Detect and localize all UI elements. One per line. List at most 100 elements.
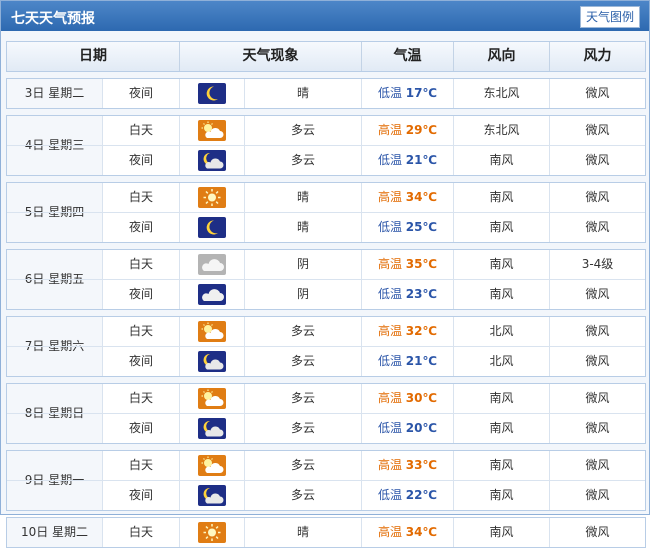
table-row: 白天晴高温 34℃ 南风 微风 bbox=[7, 183, 645, 212]
icon-cell bbox=[180, 213, 245, 242]
wind-force: 微风 bbox=[585, 220, 610, 234]
temp-label: 高温 bbox=[377, 257, 402, 271]
weather-text: 多云 bbox=[245, 451, 362, 480]
temp-label: 高温 bbox=[377, 123, 402, 137]
wind-force: 微风 bbox=[585, 391, 610, 405]
temperature: 低温 17℃ bbox=[362, 79, 454, 108]
temperature: 低温 25℃ bbox=[362, 213, 454, 242]
temp-label: 高温 bbox=[377, 324, 402, 338]
overcast-icon bbox=[198, 254, 226, 275]
wind-force: 微风 bbox=[585, 287, 610, 301]
wind-direction: 南风 bbox=[454, 414, 550, 443]
temp-label: 低温 bbox=[377, 220, 402, 234]
period: 夜间 bbox=[103, 213, 180, 242]
temp-value: 29℃ bbox=[405, 123, 438, 137]
table-row: 白天 多云 高温 33℃ 南风 微风 bbox=[7, 451, 645, 480]
temp-label: 低温 bbox=[377, 287, 402, 301]
table-header: 日期 天气现象 气温 风向 风力 bbox=[6, 41, 646, 72]
wind-direction: 东北风 bbox=[454, 116, 550, 145]
temp-value: 17℃ bbox=[405, 86, 438, 100]
icon-cell bbox=[180, 518, 245, 547]
temperature: 高温 34℃ bbox=[362, 518, 454, 547]
header-weather: 天气现象 bbox=[180, 42, 362, 71]
weather-text: 晴 bbox=[245, 183, 362, 212]
wind-direction: 南风 bbox=[454, 518, 550, 547]
wind-direction: 南风 bbox=[454, 146, 550, 175]
period: 夜间 bbox=[103, 347, 180, 376]
header-wind-direction: 风向 bbox=[454, 42, 550, 71]
table-row: 夜间晴低温 25℃ 南风 微风 bbox=[7, 212, 645, 242]
icon-cell bbox=[180, 250, 245, 279]
temperature: 高温 32℃ bbox=[362, 317, 454, 346]
icon-cell bbox=[180, 384, 245, 413]
sun-icon bbox=[198, 187, 226, 208]
partly-cloudy-night-icon bbox=[198, 351, 226, 372]
weather-text: 多云 bbox=[245, 146, 362, 175]
table-row: 夜间阴低温 23℃ 南风 微风 bbox=[7, 279, 645, 309]
temp-label: 低温 bbox=[377, 153, 402, 167]
temp-value: 32℃ bbox=[405, 324, 438, 338]
wind-force: 微风 bbox=[585, 525, 610, 539]
table-row: 夜间 多云 低温 20℃ 南风 微风 bbox=[7, 413, 645, 443]
weather-legend-button[interactable]: 天气图例 bbox=[579, 6, 640, 28]
partly-cloudy-night-icon bbox=[198, 418, 226, 439]
partly-cloudy-day-icon bbox=[198, 388, 226, 409]
partly-cloudy-day-icon bbox=[198, 120, 226, 141]
period: 夜间 bbox=[103, 414, 180, 443]
temperature: 高温 33℃ bbox=[362, 451, 454, 480]
period: 白天 bbox=[103, 518, 180, 547]
temp-value: 34℃ bbox=[405, 525, 438, 539]
moon-icon bbox=[198, 217, 226, 238]
weather-text: 阴 bbox=[245, 250, 362, 279]
wind-direction: 北风 bbox=[454, 347, 550, 376]
weather-text: 阴 bbox=[245, 280, 362, 309]
day-block: 7日 星期六 白天 多云 高温 32℃ 北风 微风 夜间 多云 低温 21℃ 北风 微风 bbox=[6, 316, 646, 377]
day-block: 3日 星期二 夜间晴低温 17℃ 东北风 微风 bbox=[6, 78, 646, 109]
weather-text: 晴 bbox=[245, 518, 362, 547]
table-row: 白天 多云 高温 32℃ 北风 微风 bbox=[7, 317, 645, 346]
wind-force: 微风 bbox=[585, 354, 610, 368]
forecast-table: 日期 天气现象 气温 风向 风力 3日 星期二 夜间晴低温 17℃ 东北风 微风 4日 … bbox=[6, 41, 646, 548]
period: 夜间 bbox=[103, 280, 180, 309]
table-row: 夜间 多云 低温 22℃ 南风 微风 bbox=[7, 480, 645, 510]
icon-cell bbox=[180, 317, 245, 346]
temp-value: 21℃ bbox=[405, 153, 438, 167]
wind-force: 微风 bbox=[585, 488, 610, 502]
temperature: 高温 34℃ bbox=[362, 183, 454, 212]
period: 白天 bbox=[103, 317, 180, 346]
temperature: 高温 35℃ bbox=[362, 250, 454, 279]
icon-cell bbox=[180, 347, 245, 376]
weather-text: 多云 bbox=[245, 347, 362, 376]
day-date: 3日 星期二 bbox=[7, 79, 103, 108]
wind-direction: 南风 bbox=[454, 481, 550, 510]
icon-cell bbox=[180, 116, 245, 145]
wind-force: 3-4级 bbox=[581, 257, 614, 271]
temperature: 低温 21℃ bbox=[362, 146, 454, 175]
temp-value: 23℃ bbox=[405, 287, 438, 301]
temp-label: 低温 bbox=[377, 354, 402, 368]
temperature: 高温 30℃ bbox=[362, 384, 454, 413]
period: 白天 bbox=[103, 250, 180, 279]
temp-value: 34℃ bbox=[405, 190, 438, 204]
icon-cell bbox=[180, 451, 245, 480]
period: 夜间 bbox=[103, 79, 180, 108]
panel-title: 七天天气预报 bbox=[11, 11, 95, 27]
sun-icon bbox=[198, 522, 226, 543]
temperature: 低温 22℃ bbox=[362, 481, 454, 510]
icon-cell bbox=[180, 146, 245, 175]
day-block: 6日 星期五 白天阴高温 35℃ 南风 3-4级 夜间阴低温 23℃ 南风 微风 bbox=[6, 249, 646, 310]
temp-value: 30℃ bbox=[405, 391, 438, 405]
icon-cell bbox=[180, 280, 245, 309]
table-row: 白天 晴高温 34℃ 南风 微风 bbox=[7, 518, 645, 547]
overcast-night-icon bbox=[198, 284, 226, 305]
period: 夜间 bbox=[103, 481, 180, 510]
table-row: 夜间 多云 低温 21℃ 南风 微风 bbox=[7, 145, 645, 175]
temperature: 低温 21℃ bbox=[362, 347, 454, 376]
icon-cell bbox=[180, 183, 245, 212]
table-row: 白天 多云 高温 30℃ 南风 微风 bbox=[7, 384, 645, 413]
wind-force: 微风 bbox=[585, 458, 610, 472]
temperature: 高温 29℃ bbox=[362, 116, 454, 145]
header-temperature: 气温 bbox=[362, 42, 454, 71]
wind-force: 微风 bbox=[585, 421, 610, 435]
